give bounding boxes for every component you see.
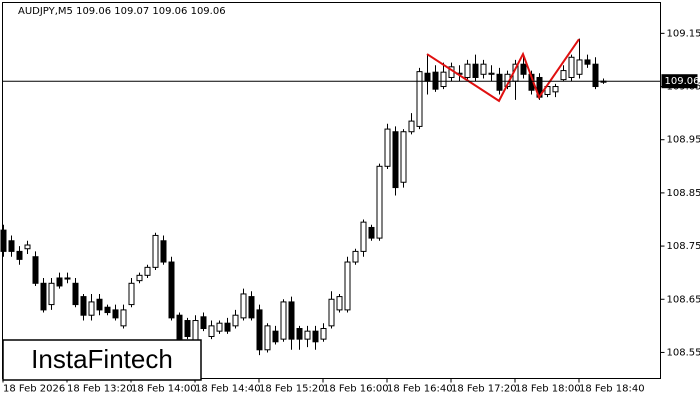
candle-body: [257, 310, 262, 350]
candle-body: [217, 323, 222, 331]
x-tick-label: 18 Feb 16:00: [323, 384, 389, 395]
x-tick-label: 18 Feb 15:20: [259, 384, 325, 395]
candle-body: [593, 64, 598, 86]
candle-body: [177, 315, 182, 342]
candle-body: [193, 321, 198, 342]
candle-body: [41, 283, 46, 310]
y-tick-label: 108.75: [667, 241, 700, 252]
candle-body: [129, 283, 134, 304]
candle-body: [225, 323, 230, 331]
candle-body: [89, 302, 94, 315]
candle-body: [385, 129, 390, 166]
x-tick-label: 18 Feb 14:00: [131, 384, 197, 395]
x-tick-label: 18 Feb 18:40: [579, 384, 645, 395]
candle-body: [497, 74, 502, 90]
candle-body: [161, 241, 166, 262]
y-tick-label: 108.55: [667, 347, 700, 358]
candle-body: [417, 72, 422, 127]
candle-body: [361, 222, 366, 251]
candle-body: [17, 251, 22, 259]
candle-body: [273, 331, 278, 342]
candle-body: [113, 310, 118, 318]
candle-body: [465, 64, 470, 77]
candle-body: [81, 297, 86, 316]
candle-body: [569, 57, 574, 77]
x-tick-label: 18 Feb 13:20: [67, 384, 133, 395]
candle-body: [185, 321, 190, 337]
candle-body: [97, 299, 102, 310]
candle-body: [57, 278, 62, 286]
candle-body: [137, 275, 142, 280]
candle-body: [9, 241, 14, 252]
candle-body: [169, 262, 174, 318]
candle-body: [353, 251, 358, 262]
candle-body: [441, 72, 446, 86]
candle-body: [305, 331, 310, 339]
candle-body: [25, 245, 30, 249]
x-tick-label: 18 Feb 17:20: [451, 384, 517, 395]
candle-body: [233, 315, 238, 326]
candle-body: [1, 230, 6, 251]
candle-body: [241, 294, 246, 318]
candle-body: [249, 297, 254, 318]
candle-body: [105, 307, 110, 312]
chart-title: AUDJPY,M5 109.06 109.07 109.06 109.06: [18, 6, 226, 17]
candle-body: [377, 166, 382, 238]
candle-body: [481, 64, 486, 74]
x-tick-label: 18 Feb 16:40: [387, 384, 453, 395]
candle-body: [321, 329, 326, 340]
candle-body: [153, 235, 158, 267]
last-price-label: 109.06: [665, 76, 700, 87]
y-tick-label: 109.15: [667, 28, 700, 39]
candle-body: [297, 329, 302, 340]
candle-body: [393, 132, 398, 188]
candle-body: [289, 302, 294, 339]
candle-body: [281, 302, 286, 339]
candle-body: [313, 331, 318, 342]
y-tick-label: 108.65: [667, 294, 700, 305]
candle-body: [265, 326, 270, 350]
candle-body: [561, 71, 566, 80]
candle-body: [145, 267, 150, 275]
candle-body: [49, 283, 54, 304]
candle-body: [345, 262, 350, 310]
x-tick-label: 18 Feb 14:40: [195, 384, 261, 395]
candle-body: [209, 326, 214, 337]
candle-body: [369, 227, 374, 238]
x-tick-label: 18 Feb 2026: [3, 384, 65, 395]
candle-body: [73, 283, 78, 304]
candle-body: [201, 317, 206, 329]
candle-body: [425, 73, 430, 81]
candle-body: [33, 257, 38, 284]
candle-body: [65, 278, 70, 279]
candle-body: [337, 297, 342, 310]
candle-body: [585, 60, 590, 64]
candle-body: [401, 132, 406, 183]
candle-body: [553, 87, 558, 92]
candle-body: [329, 299, 334, 326]
candle-body: [473, 64, 478, 77]
y-tick-label: 108.85: [667, 188, 700, 199]
candle-body: [489, 73, 494, 74]
watermark: InstaFintech: [31, 344, 173, 374]
candle-body: [433, 72, 438, 89]
x-tick-label: 18 Feb 18:00: [515, 384, 581, 395]
candle-body: [577, 60, 582, 74]
candle-body: [521, 64, 526, 74]
candle-body: [409, 121, 414, 132]
y-tick-label: 108.95: [667, 135, 700, 146]
candle-body: [121, 310, 126, 326]
